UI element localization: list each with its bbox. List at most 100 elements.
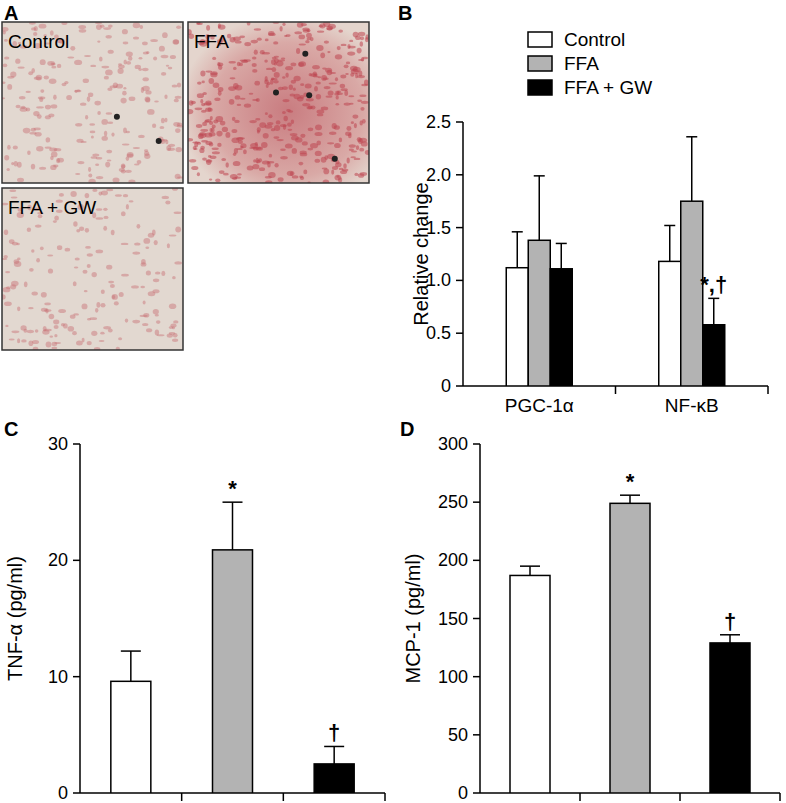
cell: [80, 141, 86, 143]
cell: [39, 167, 46, 170]
cell: [143, 238, 150, 244]
y-tick-label: 200: [438, 550, 468, 570]
x-separator-tick: [679, 793, 681, 801]
cell: [99, 56, 103, 61]
cell: [197, 172, 200, 176]
cell: [161, 118, 165, 123]
cell: [217, 143, 221, 147]
cell: [175, 227, 181, 233]
cell: [121, 98, 127, 104]
cell: [317, 31, 324, 33]
cell: [283, 99, 290, 102]
cell: [327, 142, 334, 144]
cell: [303, 29, 310, 32]
cell: [134, 163, 140, 165]
error-bar: [539, 176, 541, 240]
cell: [144, 154, 150, 159]
cell: [128, 56, 132, 61]
cell: [4, 57, 9, 60]
cell: [145, 97, 151, 102]
y-tick-label: 300: [438, 434, 468, 454]
error-cap: [686, 136, 697, 138]
cell: [329, 132, 336, 135]
cell: [79, 29, 87, 33]
cell: [88, 174, 92, 178]
cell: [308, 127, 314, 131]
cell: [174, 99, 179, 103]
cell: [155, 271, 161, 274]
micrograph: [188, 22, 369, 183]
cell: [27, 150, 31, 155]
image-label: Control: [8, 31, 69, 52]
cell: [18, 66, 25, 68]
cell: [201, 110, 206, 113]
cell: [215, 179, 220, 183]
cell: [200, 71, 205, 77]
cell: [189, 100, 194, 105]
cell: [237, 173, 242, 175]
cell: [230, 77, 236, 79]
cell: [133, 37, 139, 40]
cell: [318, 76, 322, 78]
cell: [108, 24, 113, 27]
cell: [85, 228, 89, 233]
image-label: FFA: [194, 31, 229, 52]
cell: [87, 318, 91, 321]
cell: [123, 194, 128, 197]
cell: [49, 314, 55, 320]
cell: [96, 302, 100, 308]
cell: [360, 107, 364, 111]
cell: [172, 85, 178, 88]
cell: [139, 57, 143, 59]
cell: [87, 253, 93, 256]
cell: [337, 93, 343, 95]
cell: [125, 170, 132, 173]
cell: [233, 67, 237, 70]
cell: [45, 147, 52, 149]
bar: [314, 764, 354, 793]
cell: [74, 60, 82, 65]
y-tick: [73, 676, 80, 678]
cell: [284, 116, 288, 122]
bar: [659, 261, 681, 386]
cell: [106, 265, 112, 270]
cell: [212, 148, 219, 150]
cell: [199, 148, 204, 153]
cell: [126, 156, 130, 161]
cell: [101, 303, 106, 308]
error-bar: [561, 243, 563, 268]
cell: [155, 330, 159, 336]
cell: [252, 57, 257, 60]
cell: [199, 132, 207, 138]
cell: [232, 177, 237, 180]
error-bar: [333, 746, 335, 763]
bar: [703, 325, 725, 386]
cell: [70, 315, 76, 319]
cell: [358, 32, 365, 36]
cell: [28, 307, 34, 309]
y-tick: [456, 121, 463, 123]
cell: [87, 341, 92, 345]
cell: [14, 161, 18, 166]
cell: [348, 95, 354, 97]
plot-area: [111, 502, 354, 793]
cell: [36, 75, 43, 81]
cell: [290, 172, 293, 177]
cell: [348, 46, 356, 49]
cell: [276, 61, 283, 67]
error-bar: [691, 137, 693, 201]
cell: [101, 191, 108, 196]
bar: [506, 268, 528, 386]
cell: [209, 142, 214, 146]
cell: [90, 65, 96, 67]
cell: [150, 39, 158, 42]
cell: [344, 64, 349, 68]
cell: [23, 128, 31, 134]
cell: [282, 111, 286, 114]
cell: [119, 168, 125, 172]
cell: [291, 63, 297, 67]
cell: [213, 120, 218, 124]
cell: [350, 73, 354, 77]
y-tick: [456, 174, 463, 176]
cell: [75, 90, 78, 93]
